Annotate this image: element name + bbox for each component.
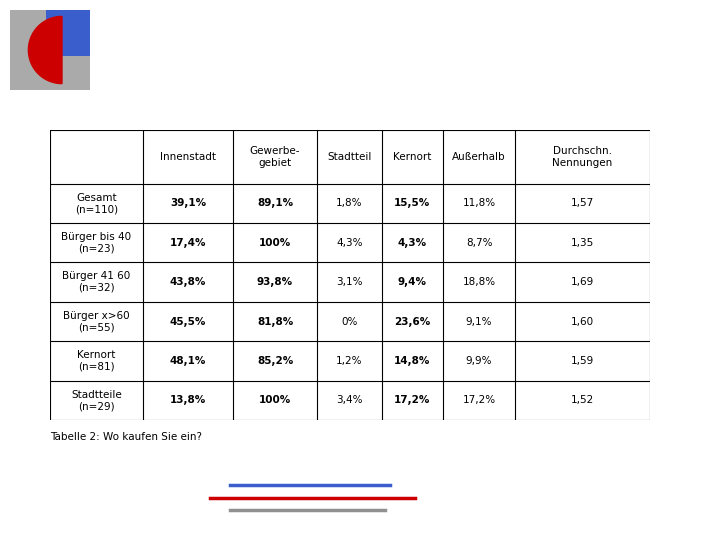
Text: 100%: 100% — [259, 238, 291, 248]
Text: 1,35: 1,35 — [571, 238, 594, 248]
Text: 17,2%: 17,2% — [462, 395, 495, 406]
Text: 1,2%: 1,2% — [336, 356, 363, 366]
Text: 39,1%: 39,1% — [170, 198, 206, 208]
Text: Gewerbe-
gebiet: Gewerbe- gebiet — [250, 146, 300, 167]
Text: 11,8%: 11,8% — [462, 198, 495, 208]
Text: Innenstadt: Innenstadt — [160, 152, 216, 162]
Text: 85,2%: 85,2% — [257, 356, 293, 366]
Text: Kernort: Kernort — [393, 152, 431, 162]
Text: 100%: 100% — [259, 395, 291, 406]
Text: 9,9%: 9,9% — [466, 356, 492, 366]
Text: 23,6%: 23,6% — [395, 316, 431, 327]
Text: 3,1%: 3,1% — [336, 277, 363, 287]
Text: 4,3%: 4,3% — [398, 238, 427, 248]
Text: 81,8%: 81,8% — [257, 316, 293, 327]
Text: Hochschule Kehl: Hochschule Kehl — [682, 55, 692, 145]
Text: 93,8%: 93,8% — [257, 277, 293, 287]
Text: 43,8%: 43,8% — [170, 277, 206, 287]
Text: 8,7%: 8,7% — [466, 238, 492, 248]
Text: Kernort
(n=81): Kernort (n=81) — [77, 350, 116, 372]
Text: 9,4%: 9,4% — [398, 277, 427, 287]
Text: 18,8%: 18,8% — [462, 277, 495, 287]
Text: 13,8%: 13,8% — [170, 395, 206, 406]
Text: 89,1%: 89,1% — [257, 198, 293, 208]
Text: Hochschule für öffentliche Verwaltung: Hochschule für öffentliche Verwaltung — [682, 194, 692, 406]
Text: Durchschn.
Nennungen: Durchschn. Nennungen — [552, 146, 613, 167]
Text: 1,8%: 1,8% — [336, 198, 363, 208]
Text: Gesamt
(n=110): Gesamt (n=110) — [75, 193, 118, 214]
Text: 1
3: 1 3 — [683, 435, 691, 463]
Polygon shape — [28, 16, 62, 84]
Text: Stadtteil: Stadtteil — [327, 152, 372, 162]
Bar — [46, 10, 90, 56]
Text: 45,5%: 45,5% — [170, 316, 206, 327]
Text: Außerhalb: Außerhalb — [452, 152, 506, 162]
Text: 1,59: 1,59 — [571, 356, 594, 366]
Text: 3,4%: 3,4% — [336, 395, 363, 406]
Text: Bürger 41 60
(n=32): Bürger 41 60 (n=32) — [63, 271, 130, 293]
Text: 48,1%: 48,1% — [170, 356, 206, 366]
Text: 17,2%: 17,2% — [395, 395, 431, 406]
Text: 1,69: 1,69 — [571, 277, 594, 287]
Text: 1,52: 1,52 — [571, 395, 594, 406]
Text: Bürger bis 40
(n=23): Bürger bis 40 (n=23) — [61, 232, 132, 254]
Text: 1,60: 1,60 — [571, 316, 594, 327]
Text: 9,1%: 9,1% — [466, 316, 492, 327]
Text: 4,3%: 4,3% — [336, 238, 363, 248]
Text: 15,5%: 15,5% — [395, 198, 431, 208]
Text: Stadtteile
(n=29): Stadtteile (n=29) — [71, 389, 122, 411]
Text: Tabelle 2: Wo kaufen Sie ein?: Tabelle 2: Wo kaufen Sie ein? — [50, 433, 202, 442]
Text: Bürger x>60
(n=55): Bürger x>60 (n=55) — [63, 310, 130, 332]
Text: 1,57: 1,57 — [571, 198, 594, 208]
Text: 14,8%: 14,8% — [395, 356, 431, 366]
Text: 17,4%: 17,4% — [170, 238, 206, 248]
Text: 0%: 0% — [341, 316, 358, 327]
